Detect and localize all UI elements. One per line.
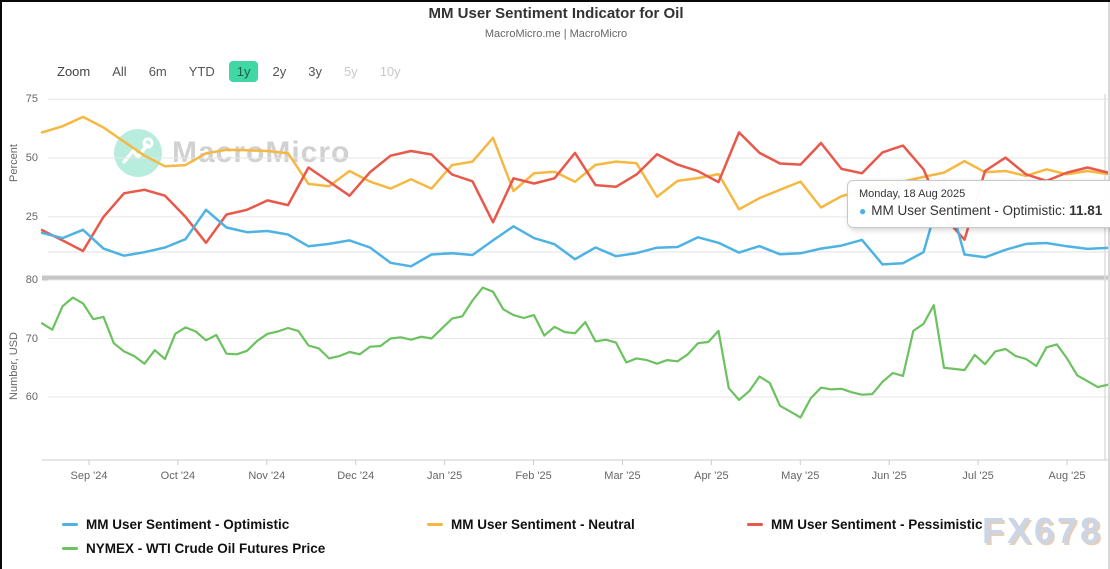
legend-label: NYMEX - WTI Crude Oil Futures Price	[86, 540, 326, 556]
y-tick-label: 75	[25, 93, 38, 106]
legend-item-neutral[interactable]: MM User Sentiment - Neutral	[427, 515, 635, 533]
legend-marker-neutral	[427, 522, 443, 526]
y-tick-label: 25	[25, 210, 38, 223]
range-button-3y[interactable]: 3y	[308, 64, 322, 79]
right-edge-divider	[1108, 2, 1110, 569]
range-zoom-label: Zoom	[57, 64, 91, 79]
x-tick-label: Jun '25	[871, 470, 907, 482]
y-tick-label: 50	[25, 152, 38, 165]
legend-item-oil[interactable]: NYMEX - WTI Crude Oil Futures Price	[62, 539, 325, 557]
legend-label: MM User Sentiment - Pessimistic	[771, 516, 983, 532]
range-button-5y: 5y	[343, 64, 358, 79]
range-button-2y[interactable]: 2y	[272, 64, 287, 79]
x-tick-label: Dec '24	[337, 470, 375, 482]
tooltip-value: 11.81	[1069, 203, 1103, 218]
legend-marker-pessimistic	[747, 522, 763, 526]
x-tick-label: Jul '25	[962, 470, 994, 482]
x-tick-label: Apr '25	[694, 470, 729, 482]
tooltip-series-line: ● MM User Sentiment - Optimistic: 11.81	[859, 203, 1109, 218]
x-tick-label: Aug '25	[1048, 470, 1086, 482]
tooltip-marker-dot: ●	[859, 204, 867, 218]
x-tick-label: Nov '24	[248, 470, 286, 482]
tooltip-date: Monday, 18 Aug 2025	[859, 188, 966, 200]
series-line-neutral	[40, 115, 1110, 211]
range-button-6m[interactable]: 6m	[148, 64, 167, 79]
range-button-10y: 10y	[379, 64, 401, 79]
x-tick-label: May '25	[781, 470, 820, 482]
range-buttons: All 6m YTD 1y 2y 3y 5y 10y	[104, 61, 408, 82]
x-tick-label: Sep '24	[70, 470, 108, 482]
range-selector: Zoom All 6m YTD 1y 2y 3y 5y 10y	[57, 61, 409, 82]
x-tick-label: Oct '24	[160, 470, 196, 482]
y-tick-label: 60	[25, 391, 38, 403]
x-tick-label: Jan '25	[427, 470, 463, 482]
x-tick-label: Feb '25	[515, 470, 552, 482]
series-line-oil	[40, 286, 1110, 419]
range-button-1y[interactable]: 1y	[228, 61, 259, 82]
chart-tooltip: Monday, 18 Aug 2025 ● MM User Sentiment -…	[847, 180, 1110, 228]
range-button-all[interactable]: All	[112, 64, 127, 79]
tooltip-series-label: MM User Sentiment - Optimistic:	[871, 203, 1070, 218]
legend-marker-oil	[62, 546, 78, 550]
legend-marker-optimistic	[62, 522, 78, 526]
range-button-ytd[interactable]: YTD	[188, 64, 215, 79]
x-tick-label: Mar '25	[604, 470, 641, 482]
y-tick-label: 80	[25, 274, 38, 286]
page-title: MM User Sentiment Indicator for Oil	[428, 5, 684, 22]
legend-item-pessimistic[interactable]: MM User Sentiment - Pessimistic	[747, 515, 983, 533]
legend-label: MM User Sentiment - Optimistic	[86, 516, 290, 532]
legend-item-optimistic[interactable]: MM User Sentiment - Optimistic	[62, 515, 289, 533]
legend-label: MM User Sentiment - Neutral	[451, 516, 635, 532]
y-tick-label: 70	[25, 332, 38, 345]
series-line-optimistic	[40, 179, 1110, 268]
chart-subtitle: MacroMicro.me | MacroMicro	[484, 28, 628, 40]
